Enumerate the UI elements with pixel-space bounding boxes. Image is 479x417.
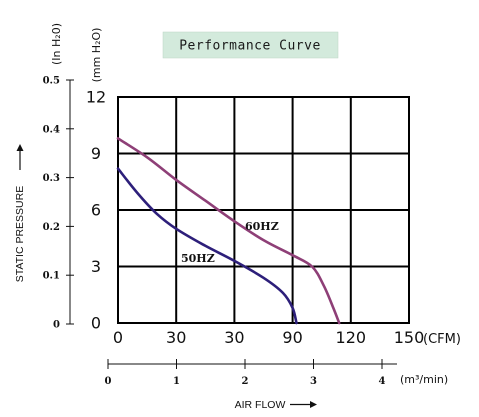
x-unit-cfm: (CFM) xyxy=(423,332,461,347)
x-tick-m3: 0 xyxy=(105,376,112,387)
series-line-50hz xyxy=(116,167,298,325)
series-layer xyxy=(116,137,341,325)
x-tick-cfm: 150 xyxy=(394,328,425,347)
y-tick-inh2o: 0.2 xyxy=(43,222,60,233)
x-tick-cfm: 90 xyxy=(282,328,302,347)
y-tick-mmh2o: 0 xyxy=(91,314,101,333)
x-tick-m3: 2 xyxy=(242,376,249,387)
x-axis-m3: 0 1 2 3 4 xyxy=(105,359,397,387)
y-unit-inh2o: (In H₂0) xyxy=(50,23,63,65)
y-tick-inh2o: 0.1 xyxy=(43,271,60,282)
chart-title: Performance Curve xyxy=(179,39,321,54)
x-tick-cfm: 30 xyxy=(224,328,244,347)
series-label-50hz: 50HZ xyxy=(181,252,215,265)
x-unit-m3: (m³/min) xyxy=(400,373,448,386)
x-tick-m3: 3 xyxy=(310,376,317,387)
x-tick-cfm: 30 xyxy=(166,328,186,347)
y-tick-mmh2o: 9 xyxy=(91,144,101,163)
y-axis-label: STATIC PRESSURE xyxy=(14,186,26,282)
title-box xyxy=(162,31,339,59)
x-axis-arrow xyxy=(290,401,317,408)
x-tick-cfm: 120 xyxy=(336,328,367,347)
series-label-60hz: 60HZ xyxy=(245,220,279,233)
y-tick-mmh2o: 12 xyxy=(86,88,106,107)
y-tick-inh2o: 0.4 xyxy=(43,124,60,135)
series-line-60hz xyxy=(116,137,341,325)
y-axis-inh2o: 0.5 0.4 0.3 0.2 0.1 0 xyxy=(43,76,74,331)
y-unit-mmh2o: (mm H₂O) xyxy=(90,28,103,83)
y-ticks-mmh2o: 12 9 6 3 0 xyxy=(86,88,106,333)
y-axis-arrow xyxy=(16,144,24,170)
x-ticks-cfm: 0 30 30 90 120 150 xyxy=(113,328,424,347)
y-tick-mmh2o: 6 xyxy=(91,201,101,220)
x-tick-cfm: 0 xyxy=(113,328,123,347)
y-tick-mmh2o: 3 xyxy=(91,257,101,276)
x-axis-label: AIR FLOW xyxy=(235,399,286,411)
plot-grid xyxy=(117,96,410,324)
y-tick-inh2o: 0.3 xyxy=(43,173,60,184)
x-tick-m3: 1 xyxy=(173,376,180,387)
y-tick-inh2o: 0.5 xyxy=(43,76,60,87)
x-tick-m3: 4 xyxy=(379,376,386,387)
y-tick-inh2o: 0 xyxy=(53,320,60,331)
